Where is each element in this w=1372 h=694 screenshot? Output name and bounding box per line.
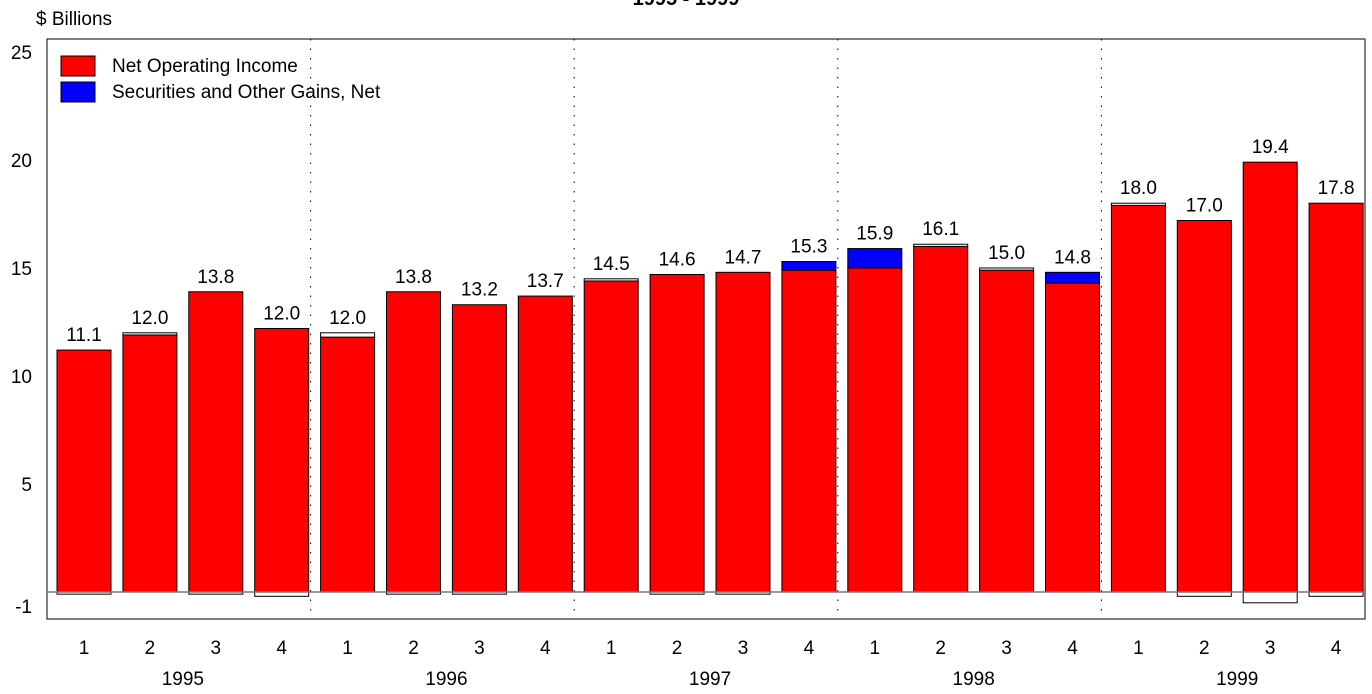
data-label: 18.0 — [1120, 178, 1157, 199]
bar-net-operating-income — [386, 291, 441, 593]
x-tick-label: 3 — [1001, 638, 1012, 659]
bar-net-operating-income — [1110, 204, 1166, 593]
data-label: 14.7 — [725, 247, 762, 268]
data-label: 15.9 — [856, 224, 893, 245]
bar-securities-gains — [1110, 202, 1166, 206]
data-label: 13.7 — [527, 271, 564, 292]
x-tick-label: 4 — [540, 638, 551, 659]
bar-securities-gains — [122, 332, 178, 336]
data-label: 17.0 — [1186, 195, 1223, 216]
x-tick-label: 4 — [1331, 638, 1342, 659]
y-tick-label: 15 — [11, 259, 32, 280]
bar-securities-gains — [913, 243, 969, 247]
x-tick-label: 1 — [606, 638, 617, 659]
bar-net-operating-income — [715, 271, 771, 593]
x-tick-label: 4 — [804, 638, 815, 659]
x-group-label: 1999 — [1216, 669, 1258, 690]
data-label: 19.4 — [1252, 137, 1289, 158]
bar-net-operating-income — [451, 304, 507, 593]
bar-net-operating-income — [781, 269, 837, 593]
y-tick-label: 25 — [11, 43, 32, 64]
legend-swatch — [60, 55, 96, 77]
data-label: 17.8 — [1318, 178, 1355, 199]
bar-net-operating-income — [122, 334, 178, 593]
bar-net-operating-income — [979, 269, 1035, 593]
data-label: 12.0 — [263, 303, 300, 324]
data-label: 15.0 — [988, 243, 1025, 264]
x-tick-label: 3 — [474, 638, 485, 659]
data-label: 14.8 — [1054, 247, 1091, 268]
x-tick-label: 1 — [1133, 638, 1144, 659]
x-tick-label: 3 — [211, 638, 222, 659]
bars: 11.1 12.0 13.8 12.0 12.0 13.8 13.2 13.7 14.5 14.6… — [56, 137, 1364, 604]
chart-title: 1995 - 1999 — [633, 0, 740, 10]
bar-net-operating-income — [56, 349, 112, 593]
data-label: 13.8 — [395, 267, 432, 288]
x-tick-label: 1 — [79, 638, 90, 659]
bar-securities-gains — [781, 261, 837, 271]
data-label: 11.1 — [66, 325, 102, 346]
bar-securities-gains — [979, 267, 1035, 271]
x-tick-label: 3 — [1265, 638, 1276, 659]
y-tick-label: -1 — [15, 597, 32, 618]
x-group-label: 1997 — [689, 669, 731, 690]
bar-net-operating-income — [320, 336, 376, 593]
bar-net-operating-income — [517, 295, 573, 593]
y-tick-label: 20 — [11, 151, 32, 172]
legend-label: Net Operating Income — [112, 56, 298, 77]
x-tick-label: 4 — [276, 638, 287, 659]
data-label: 15.3 — [790, 237, 827, 258]
bar-net-operating-income — [188, 291, 244, 593]
bar-net-operating-income — [1308, 202, 1364, 593]
x-tick-label: 2 — [408, 638, 419, 659]
y-axis-label: $ Billions — [36, 9, 112, 30]
y-tick-label: 5 — [21, 475, 32, 496]
x-tick-label: 2 — [935, 638, 946, 659]
data-label: 16.1 — [922, 219, 959, 240]
bar-net-operating-income — [254, 327, 310, 593]
data-label: 14.5 — [593, 254, 630, 275]
bar-securities-gains — [847, 248, 903, 269]
bar-securities-gains — [1242, 591, 1298, 604]
x-tick-label: 1 — [342, 638, 353, 659]
data-label: 12.0 — [329, 308, 366, 329]
data-label: 14.6 — [659, 249, 696, 270]
bar-net-operating-income — [913, 245, 969, 593]
y-tick-label: 10 — [11, 367, 32, 388]
legend-label: Securities and Other Gains, Net — [112, 82, 381, 103]
data-label: 13.2 — [461, 280, 498, 301]
bar-securities-gains — [583, 278, 639, 282]
legend-swatch — [60, 81, 96, 103]
x-tick-label: 2 — [145, 638, 156, 659]
data-label: 13.8 — [197, 267, 234, 288]
plot-frame — [46, 38, 1366, 620]
bar-net-operating-income — [1242, 161, 1298, 593]
bar-net-operating-income — [583, 280, 639, 593]
bar-net-operating-income — [847, 267, 903, 593]
x-axis-ticks: 1 2 3 4 1 2 3 4 1 2 3 4 1 2 3 4 1 2 3 4 1995 1996 1997 1998 1999 — [79, 638, 1342, 690]
y-axis-ticks: 25 20 15 10 5 -1 — [11, 43, 32, 618]
legend: Net Operating Income Securities and Other… — [60, 55, 381, 103]
x-tick-label: 2 — [1199, 638, 1210, 659]
data-label: 12.0 — [131, 308, 168, 329]
bar-securities-gains — [1045, 271, 1100, 284]
x-group-label: 1995 — [162, 669, 204, 690]
x-tick-label: 2 — [672, 638, 683, 659]
x-tick-label: 1 — [870, 638, 881, 659]
x-tick-label: 3 — [738, 638, 749, 659]
bar-securities-gains — [320, 332, 376, 338]
x-group-label: 1996 — [425, 669, 467, 690]
bar-net-operating-income — [649, 273, 705, 593]
x-tick-label: 4 — [1067, 638, 1078, 659]
bar-net-operating-income — [1176, 219, 1232, 593]
x-group-label: 1998 — [953, 669, 995, 690]
bar-net-operating-income — [1045, 282, 1100, 593]
